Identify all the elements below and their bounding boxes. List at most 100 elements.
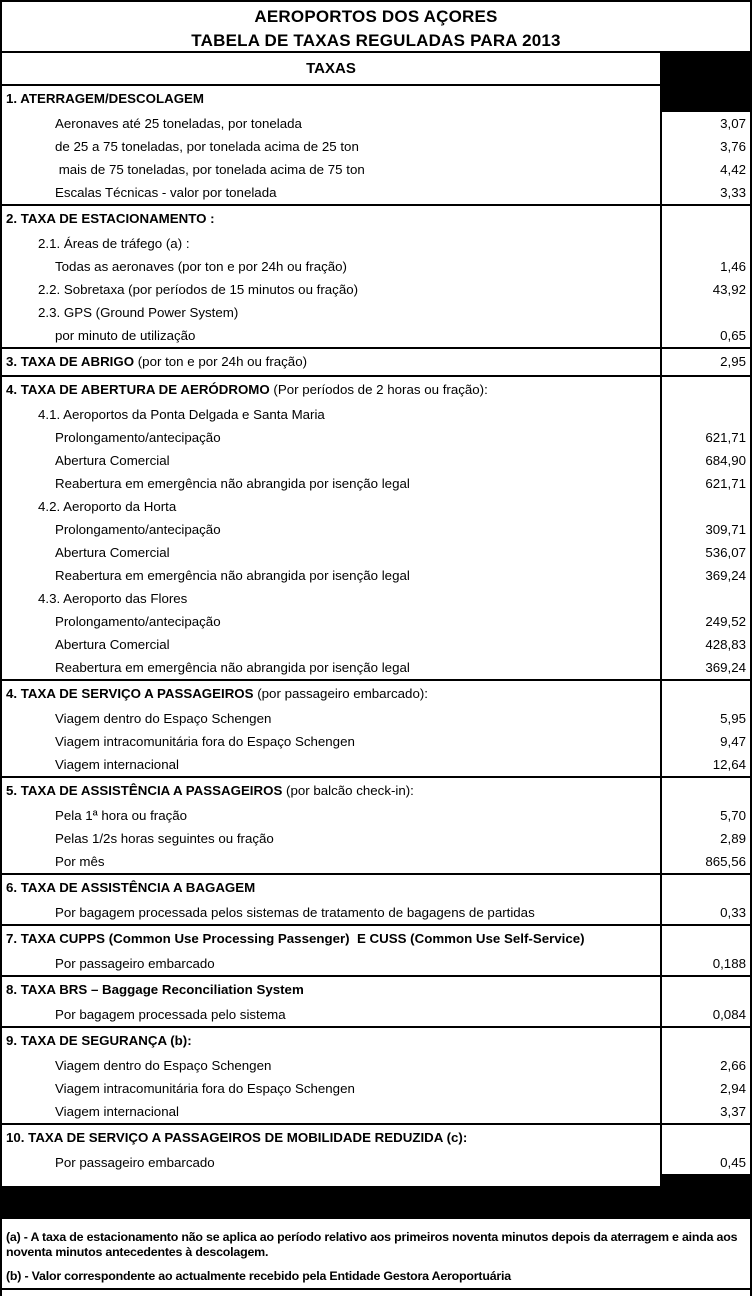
row-value: 3,07 <box>660 112 750 135</box>
redacted-bar <box>2 1186 750 1219</box>
row-value: 0,33 <box>660 901 750 924</box>
row-label: Prolongamento/antecipação <box>55 430 221 445</box>
row-label: mais de 75 toneladas, por tonelada acima… <box>55 162 365 177</box>
row-label: por minuto de utilização <box>55 328 196 343</box>
section-heading-suffix: (por ton e por 24h ou fração) <box>134 354 308 369</box>
section-heading: 1. ATERRAGEM/DESCOLAGEM <box>2 86 660 112</box>
row-value: 4,42 <box>660 158 750 181</box>
row-label: Por passageiro embarcado <box>55 1155 215 1170</box>
footnote-b: (b) - Valor correspondente ao actualment… <box>6 1269 511 1283</box>
row-label: Viagem internacional <box>55 1104 179 1119</box>
row-value: 0,084 <box>660 1003 750 1026</box>
row-value: 5,70 <box>660 804 750 827</box>
row-label: 4.1. Aeroportos da Ponta Delgada e Santa… <box>38 407 325 422</box>
row-label: 2.3. GPS (Ground Power System) <box>38 305 239 320</box>
section-heading-bold: 9. TAXA DE SEGURANÇA (b): <box>6 1033 192 1048</box>
row-label: Viagem dentro do Espaço Schengen <box>55 1058 272 1073</box>
heading-value-cell <box>660 206 750 232</box>
section-heading-row: 5. TAXA DE ASSISTÊNCIA A PASSAGEIROS (po… <box>2 778 750 804</box>
row-label: 2.1. Áreas de tráfego (a) : <box>38 236 190 251</box>
table-row: Por mês 865,56 <box>2 850 750 873</box>
table-row: Abertura Comercial 536,07 <box>2 541 750 564</box>
heading-value-cell <box>660 1028 750 1054</box>
table-row: Por bagagem processada pelo sistema 0,084 <box>2 1003 750 1026</box>
table-row: Reabertura em emergência não abrangida p… <box>2 656 750 679</box>
fees-table: 1. ATERRAGEM/DESCOLAGEM Aeronaves até 25 … <box>2 86 750 1174</box>
row-label: Escalas Técnicas - valor por tonelada <box>55 185 277 200</box>
row-label: Abertura Comercial <box>55 637 170 652</box>
row-value <box>660 403 750 426</box>
table-row: Abertura Comercial 684,90 <box>2 449 750 472</box>
row-label: 4.2. Aeroporto da Horta <box>38 499 177 514</box>
row-label: 4.3. Aeroporto das Flores <box>38 591 188 606</box>
fee-section: 1. ATERRAGEM/DESCOLAGEM Aeronaves até 25 … <box>2 86 750 204</box>
section-heading-row: 1. ATERRAGEM/DESCOLAGEM <box>2 86 750 112</box>
blank-spacer <box>2 1174 660 1186</box>
row-value: 621,71 <box>660 426 750 449</box>
table-row: de 25 a 75 toneladas, por tonelada acima… <box>2 135 750 158</box>
row-label: Aeronaves até 25 toneladas, por tonelada <box>55 116 302 131</box>
row-value: 1,46 <box>660 255 750 278</box>
section-heading-bold: 8. TAXA BRS – Baggage Reconciliation Sys… <box>6 982 304 997</box>
row-value: 369,24 <box>660 656 750 679</box>
section-heading-bold: 7. TAXA CUPPS (Common Use Processing Pas… <box>6 931 585 946</box>
table-header-taxas: TAXAS <box>306 60 356 77</box>
row-value: 3,76 <box>660 135 750 158</box>
row-value: 9,47 <box>660 730 750 753</box>
table-row: Viagem dentro do Espaço Schengen 5,95 <box>2 707 750 730</box>
row-label: Viagem intracomunitária fora do Espaço S… <box>55 1081 355 1096</box>
section-heading-bold: 4. TAXA DE SERVIÇO A PASSAGEIROS <box>6 686 254 701</box>
row-value: 369,24 <box>660 564 750 587</box>
redacted-value-cell <box>660 86 750 112</box>
table-row: Escalas Técnicas - valor por tonelada 3,3… <box>2 181 750 204</box>
row-value: 428,83 <box>660 633 750 656</box>
section-heading-row: 10. TAXA DE SERVIÇO A PASSAGEIROS DE MOB… <box>2 1125 750 1151</box>
row-label: de 25 a 75 toneladas, por tonelada acima… <box>55 139 359 154</box>
row-value: 865,56 <box>660 850 750 873</box>
table-row: Viagem internacional 12,64 <box>2 753 750 776</box>
section-heading-bold: 2. TAXA DE ESTACIONAMENTO : <box>6 211 215 226</box>
heading-value-cell: 2,95 <box>660 349 750 375</box>
section-heading: 9. TAXA DE SEGURANÇA (b): <box>2 1028 660 1054</box>
section-heading-bold: 6. TAXA DE ASSISTÊNCIA A BAGAGEM <box>6 880 256 895</box>
row-value: 3,37 <box>660 1100 750 1123</box>
row-value: 2,66 <box>660 1054 750 1077</box>
section-heading-bold: 3. TAXA DE ABRIGO <box>6 354 135 369</box>
section-heading-row: 7. TAXA CUPPS (Common Use Processing Pas… <box>2 926 750 952</box>
section-heading: 8. TAXA BRS – Baggage Reconciliation Sys… <box>2 977 660 1003</box>
table-row: Por bagagem processada pelos sistemas de… <box>2 901 750 924</box>
section-heading-row: 4. TAXA DE ABERTURA DE AERÓDROMO (Por pe… <box>2 377 750 403</box>
row-label: 2.2. Sobretaxa (por períodos de 15 minut… <box>38 282 359 297</box>
section-heading: 4. TAXA DE ABERTURA DE AERÓDROMO (Por pe… <box>2 377 660 403</box>
row-label: Abertura Comercial <box>55 453 170 468</box>
table-row: 2.2. Sobretaxa (por períodos de 15 minut… <box>2 278 750 301</box>
footnote-a: (a) - A taxa de estacionamento não se ap… <box>6 1230 738 1259</box>
section-heading: 3. TAXA DE ABRIGO (por ton e por 24h ou … <box>2 349 660 375</box>
title-line-2: TABELA DE TAXAS REGULADAS PARA 2013 <box>191 31 561 50</box>
fee-section: 7. TAXA CUPPS (Common Use Processing Pas… <box>2 924 750 975</box>
section-heading-row: 6. TAXA DE ASSISTÊNCIA A BAGAGEM <box>2 875 750 901</box>
row-value: 0,188 <box>660 952 750 975</box>
fee-section: 6. TAXA DE ASSISTÊNCIA A BAGAGEM Por baga… <box>2 873 750 924</box>
heading-value-cell <box>660 977 750 1003</box>
row-label: Por bagagem processada pelo sistema <box>55 1007 286 1022</box>
redacted-cell-row <box>2 1174 750 1186</box>
table-row: Reabertura em emergência não abrangida p… <box>2 564 750 587</box>
table-row: Prolongamento/antecipação 309,71 <box>2 518 750 541</box>
row-label: Todas as aeronaves (por ton e por 24h ou… <box>55 259 347 274</box>
row-label: Por passageiro embarcado <box>55 956 215 971</box>
row-value: 2,89 <box>660 827 750 850</box>
redacted-cell-small <box>660 1174 750 1186</box>
row-label: Viagem intracomunitária fora do Espaço S… <box>55 734 355 749</box>
section-heading-row: 4. TAXA DE SERVIÇO A PASSAGEIROS (por pa… <box>2 681 750 707</box>
section-heading-suffix: (por passageiro embarcado): <box>253 686 428 701</box>
section-heading: 7. TAXA CUPPS (Common Use Processing Pas… <box>2 926 660 952</box>
row-value: 2,94 <box>660 1077 750 1100</box>
section-heading-suffix: (Por períodos de 2 horas ou fração): <box>269 382 488 397</box>
section-heading-row: 9. TAXA DE SEGURANÇA (b): <box>2 1028 750 1054</box>
row-label: Pelas 1/2s horas seguintes ou fração <box>55 831 274 846</box>
table-row: Pelas 1/2s horas seguintes ou fração 2,89 <box>2 827 750 850</box>
table-header-row: TAXAS <box>2 53 750 86</box>
row-label: Reabertura em emergência não abrangida p… <box>55 660 410 675</box>
section-heading-bold: 10. TAXA DE SERVIÇO A PASSAGEIROS DE MOB… <box>6 1130 468 1145</box>
